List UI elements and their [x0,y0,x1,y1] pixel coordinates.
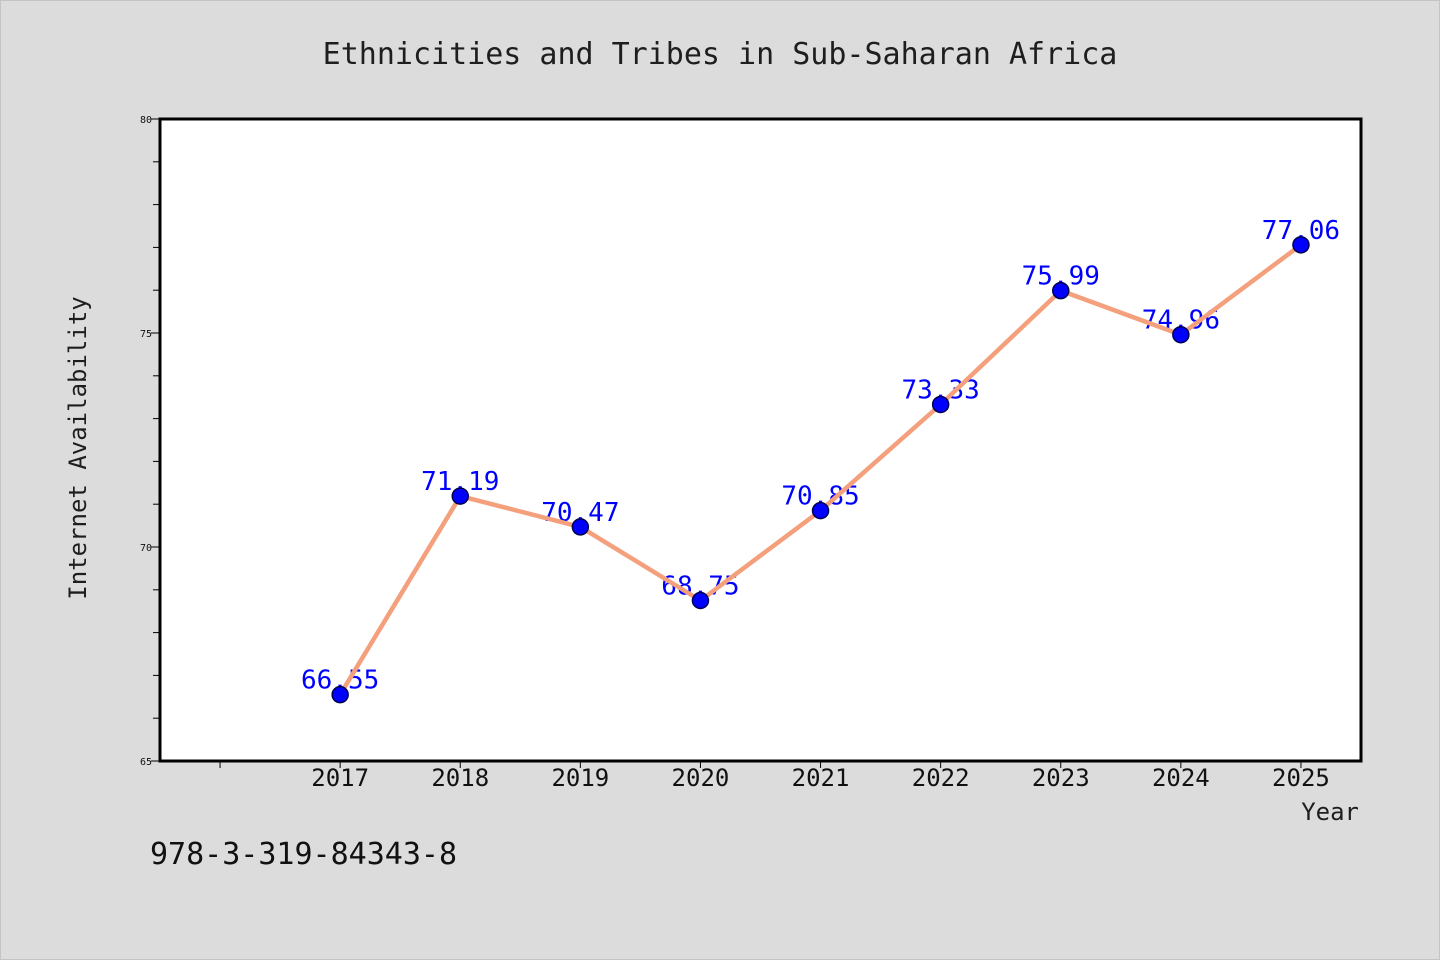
x-tick-label: 2020 [672,764,730,792]
x-tick-label: 2023 [1032,764,1090,792]
x-tick-label: 2024 [1152,764,1210,792]
y-tick-label: 80 [140,115,152,126]
data-point [811,501,830,520]
x-axis-label: Year [1301,798,1359,826]
y-tick-label: 65 [140,757,152,768]
y-tick-label: 70 [140,543,152,554]
data-point [1052,281,1070,300]
x-tick-label: 2019 [551,764,609,792]
data-point [931,395,950,414]
x-tick-label: 2021 [792,764,850,792]
x-tick-label: 2017 [311,764,369,792]
data-markers [331,236,1310,704]
data-point [691,591,710,610]
data-point [1292,236,1310,254]
x-tick-label: 2025 [1272,764,1330,792]
x-tick-label: 2018 [431,764,489,792]
plot-area [160,119,1361,761]
data-point [571,518,590,536]
y-tick-label: 75 [140,329,152,340]
y-axis-label: Internet Availability [64,296,92,599]
chart-title: Ethnicities and Tribes in Sub-Saharan Af… [323,37,1118,72]
annotation-text: 978-3-319-84343-8 [150,837,457,872]
data-point [331,685,349,704]
x-axis: 2017 2018 2019 2020 2021 2022 2023 2024 2025 [219,761,1330,792]
data-point [1172,325,1190,344]
plot-border [158,117,1363,763]
x-tick-label: 2022 [912,764,970,792]
data-point [451,487,469,505]
